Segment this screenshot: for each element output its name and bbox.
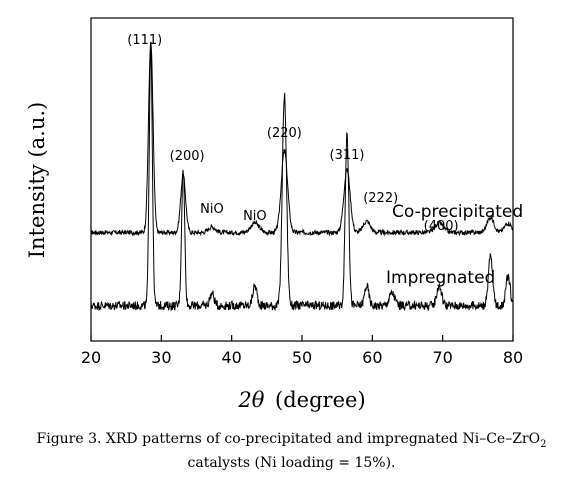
x-tick-label: 20 [81, 348, 101, 367]
series-label-impregnated: Impregnated [386, 268, 495, 288]
series-label-co-precipitated: Co-precipitated [392, 202, 523, 222]
peak-label: (220) [267, 126, 302, 141]
peak-label: (222) [363, 191, 398, 206]
caption-line-1: Figure 3. XRD patterns of co-precipitate… [0, 430, 583, 454]
peak-label: (311) [330, 148, 365, 163]
x-axis-ticks: 20 30 40 50 60 70 80 [81, 335, 523, 367]
x-tick-label: 60 [362, 348, 382, 367]
x-axis-symbol: 2θ [237, 388, 264, 412]
figure-caption: Figure 3. XRD patterns of co-precipitate… [0, 430, 583, 472]
x-tick-label: 80 [503, 348, 523, 367]
series-line-impregnated [90, 48, 514, 312]
x-tick-label: 40 [221, 348, 241, 367]
peak-annotations: (111) (200) NiO NiO (220) (311) (222) (400) [127, 33, 458, 234]
peak-label: (111) [127, 33, 162, 48]
y-axis-label: Intensity (a.u.) [25, 102, 49, 258]
caption-subscript: 2 [540, 438, 547, 450]
x-tick-label: 70 [432, 348, 452, 367]
peak-label: NiO [243, 209, 267, 224]
x-axis-unit: (degree) [275, 388, 366, 412]
peak-label: (400) [424, 219, 459, 234]
x-tick-label: 50 [292, 348, 312, 367]
x-axis-label: 2θ (degree) [237, 388, 365, 412]
series-line-co-precipitated [90, 41, 514, 237]
series-group [90, 41, 514, 312]
caption-line-2: catalysts (Ni loading = 15%). [187, 454, 396, 471]
xrd-chart: 20 30 40 50 60 70 80 (111) (200) NiO NiO (220) (311… [25, 17, 523, 412]
caption-line-1-text: Figure 3. XRD patterns of co-precipitate… [36, 431, 541, 447]
peak-label: NiO [200, 202, 224, 217]
x-tick-label: 30 [151, 348, 171, 367]
peak-label: (200) [170, 149, 205, 164]
